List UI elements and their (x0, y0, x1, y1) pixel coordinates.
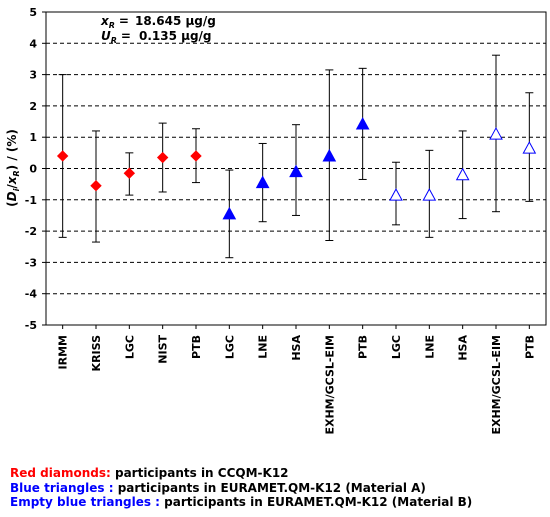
y-tick-label: 3 (29, 69, 37, 82)
legend-row-red-diamonds: Red diamonds: participants in CCQM-K12 (10, 466, 472, 481)
y-tick-label: -2 (25, 225, 37, 238)
annotation-xr: xR = 18.645 µg/g (100, 14, 216, 30)
empty-triangle-marker (489, 127, 503, 140)
legend-sep: : (108, 480, 114, 495)
x-category-label: PTB (190, 335, 203, 359)
legend: Red diamonds: participants in CCQM-K12 B… (10, 466, 472, 510)
filled-triangle-marker (255, 175, 270, 189)
x-category-label: HSA (290, 335, 303, 361)
diamond-marker (123, 167, 136, 179)
annotation-xr-eq: = (119, 14, 129, 28)
y-tick-label: -3 (25, 256, 37, 269)
legend-row-blue-triangles: Blue triangles : participants in EURAMET… (10, 481, 472, 496)
x-category-label: HSA (457, 335, 470, 361)
y-axis-label-open: ( (5, 201, 19, 206)
annotation-xr-symbol: x (100, 14, 110, 28)
x-category-label: EXHM/GCSL-EIM (490, 335, 503, 435)
x-category-label: PTB (523, 335, 536, 359)
empty-triangle-marker (455, 167, 470, 181)
y-axis-label-x: x (5, 175, 19, 185)
empty-triangle-marker (522, 141, 537, 154)
y-axis-label-d: D (5, 191, 19, 201)
annotation-ur-value: 0.135 µg/g (139, 29, 212, 43)
error-bars (58, 54, 534, 259)
legend-sep: : (155, 495, 160, 509)
legend-text: participants in CCQM-K12 (110, 466, 289, 480)
diamond-marker (190, 150, 202, 162)
x-category-label: LGC (390, 335, 403, 359)
annotation-xr-value: 18.645 µg/g (135, 14, 216, 28)
legend-key: Red diamonds (10, 466, 106, 480)
legend-text: participants in EURAMET.QM-K12 (Material… (113, 480, 426, 495)
annotation-ur-eq: = (121, 29, 131, 43)
y-tick-label: 2 (29, 100, 37, 113)
legend-key: Blue triangles (10, 480, 109, 495)
legend-sep: : (105, 466, 111, 480)
annotation-ur: UR = 0.135 µg/g (101, 29, 212, 45)
filled-triangle-marker (322, 148, 337, 162)
x-category-label: EXHM/GCSL-EIM (323, 335, 336, 435)
y-tick-label: -5 (25, 319, 37, 332)
filled-triangle-marker (355, 117, 370, 130)
y-tick-label: -4 (25, 288, 38, 301)
y-axis-label-r: R (12, 170, 21, 176)
diamond-marker (90, 180, 102, 192)
annotation-xr-sub: R (109, 21, 115, 30)
diamond-marker (56, 150, 69, 162)
x-category-label: KRISS (90, 335, 103, 372)
data-markers (56, 117, 537, 220)
x-category-label: IRMM (57, 335, 70, 369)
empty-triangle-marker (422, 188, 437, 201)
legend-row-empty-blue-triangles: Empty blue triangles : participants in E… (10, 495, 472, 510)
y-tick-label: 1 (29, 131, 37, 144)
y-tick-labels: 5 4 3 2 1 0 -1 -2 -3 -4 -5 (25, 6, 38, 332)
legend-text: participants in EURAMET.QM-K12 (Material… (159, 495, 473, 509)
annotation-ur-symbol: U (101, 29, 111, 43)
x-category-labels: IRMM KRISS LGC NIST PTB LGC LNE HSA EXHM/GCSL-EI… (57, 335, 537, 435)
x-category-label: LNE (257, 335, 270, 359)
empty-triangle-marker (389, 188, 403, 201)
x-category-label: NIST (157, 335, 170, 364)
x-category-label: PTB (357, 335, 370, 359)
y-tick-label: 4 (29, 37, 37, 50)
y-axis-label-sep: / (5, 184, 19, 189)
filled-triangle-marker (289, 164, 303, 178)
y-tick-label: -1 (25, 194, 37, 207)
y-axis-label-close: ) / (%) (5, 129, 19, 170)
y-tick-label: 0 (29, 163, 37, 176)
x-category-label: LNE (423, 335, 436, 359)
annotation-ur-sub: R (111, 36, 117, 45)
legend-key: Empty blue triangles (10, 495, 156, 509)
diamond-marker (156, 151, 169, 164)
y-tick-label: 5 (29, 6, 37, 19)
filled-triangle-marker (222, 206, 237, 220)
x-category-label: LGC (123, 335, 136, 359)
y-axis-label-i: i (12, 188, 21, 191)
x-category-label: LGC (223, 335, 236, 359)
y-axis-label: (Di/xR) / (%) (5, 129, 21, 207)
